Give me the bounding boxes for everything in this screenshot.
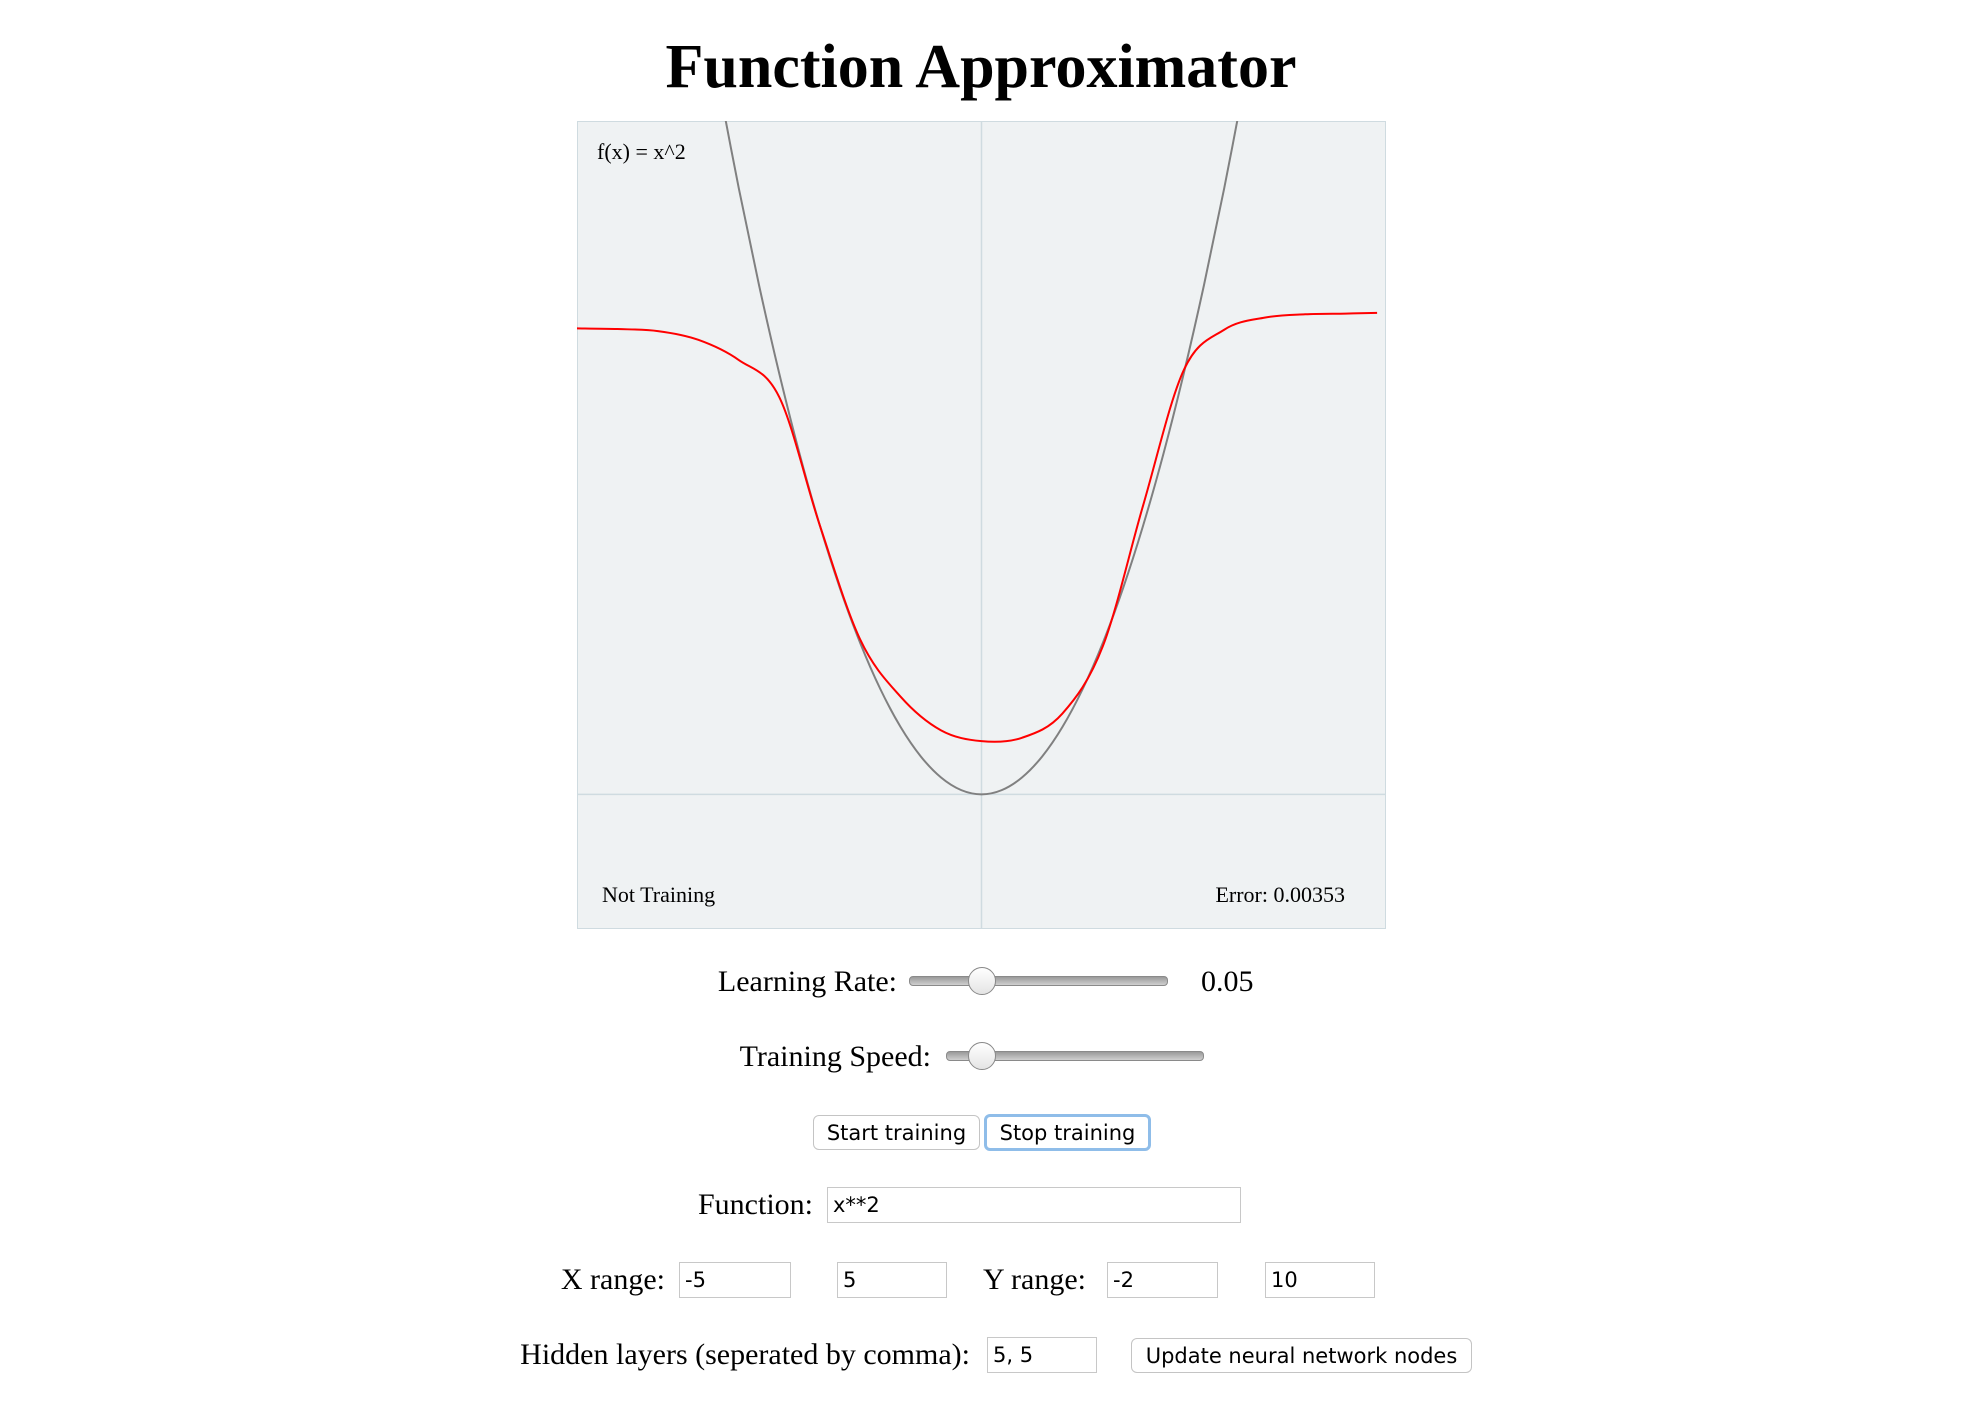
update-network-button[interactable]: Update neural network nodes <box>1131 1338 1472 1373</box>
x-range-label: X range: <box>560 1263 665 1296</box>
x-min-input[interactable] <box>679 1262 791 1298</box>
y-min-input[interactable] <box>1107 1262 1218 1298</box>
approximation-curve <box>577 311 1378 743</box>
learning-rate-thumb[interactable] <box>968 967 996 995</box>
function-label: f(x) = x^2 <box>597 139 686 164</box>
training-speed-label: Training Speed: <box>739 1040 931 1073</box>
training-speed-thumb[interactable] <box>968 1042 996 1070</box>
page-title: Function Approximator <box>665 33 1297 101</box>
learning-rate-track[interactable] <box>909 976 1168 986</box>
error-text: Error: 0.00353 <box>1215 882 1345 907</box>
training-status: Not Training <box>602 882 715 907</box>
function-label-text: Function: <box>697 1188 813 1221</box>
hidden-layers-label: Hidden layers (seperated by comma): <box>520 1338 970 1371</box>
x-max-input[interactable] <box>837 1262 947 1298</box>
function-input[interactable] <box>827 1187 1241 1223</box>
hidden-layers-input[interactable] <box>987 1337 1097 1373</box>
learning-rate-label: Learning Rate: <box>717 965 897 998</box>
y-range-label: Y range: <box>983 1263 1087 1296</box>
plot: f(x) = x^2 Not Training Error: 0.00353 <box>577 121 1386 929</box>
training-speed-track[interactable] <box>946 1051 1204 1061</box>
y-max-input[interactable] <box>1265 1262 1375 1298</box>
target-curve <box>724 121 1239 796</box>
learning-rate-value: 0.05 <box>1201 965 1254 998</box>
stop-training-button[interactable]: Stop training <box>984 1114 1151 1151</box>
start-training-button[interactable]: Start training <box>813 1115 980 1150</box>
